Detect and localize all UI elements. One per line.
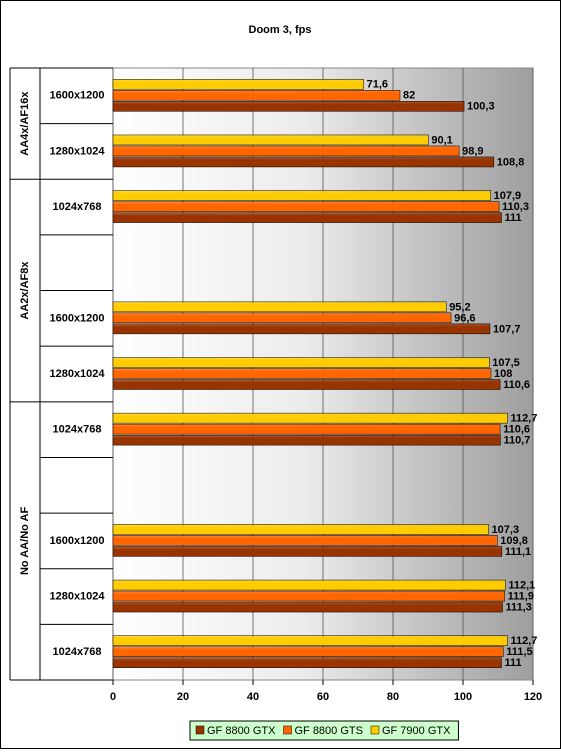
x-tick-label: 120 [524, 691, 542, 703]
value-label: 110,6 [503, 424, 530, 436]
bar [112, 423, 501, 435]
bar [112, 434, 501, 446]
bar [112, 301, 447, 313]
legend-label: GF 7900 GTX [382, 725, 451, 737]
category-label: 1600x1200 [49, 535, 104, 547]
value-label: 110,6 [503, 379, 530, 391]
value-label: 100,3 [467, 101, 495, 113]
bar [112, 212, 502, 223]
bar [112, 79, 364, 90]
value-label: 111 [505, 212, 522, 224]
x-tick-label: 80 [387, 691, 399, 703]
group-label: AA4x/AF16x [19, 91, 31, 156]
category-label: 1600x1200 [49, 312, 104, 324]
bar [112, 635, 508, 646]
legend-swatch [283, 725, 292, 735]
chart-title: Doom 3, fps [249, 24, 312, 36]
value-label: 111 [505, 657, 522, 669]
value-label: 111,9 [508, 590, 534, 602]
value-label: 98,9 [462, 145, 483, 157]
category-label: 1024x768 [53, 646, 102, 658]
legend [189, 720, 459, 741]
bar [112, 101, 465, 112]
category-label: 1280x1024 [49, 590, 105, 602]
legend-swatch [370, 725, 380, 735]
value-label: 82 [403, 90, 415, 102]
bar [112, 134, 429, 146]
bar [112, 646, 504, 657]
bar [112, 201, 500, 212]
bar [112, 412, 508, 424]
value-label: 107,3 [492, 524, 520, 536]
x-tick-label: 20 [177, 691, 189, 703]
category-label: 1280x1024 [49, 368, 105, 380]
value-label: 112,7 [510, 635, 537, 647]
x-tick-label: 0 [110, 691, 116, 703]
category-label: 1024x768 [53, 201, 102, 213]
legend-label: GF 8800 GTX [207, 725, 276, 737]
category-label: 1600x1200 [49, 90, 104, 102]
bar [112, 190, 491, 201]
bar [112, 379, 501, 390]
legend-swatch [195, 725, 205, 735]
group-label: AA2x/AF8x [19, 261, 31, 320]
x-tick-label: 100 [454, 691, 472, 703]
value-label: 108,8 [497, 156, 525, 168]
bar [112, 90, 401, 101]
value-label: 108 [494, 368, 512, 380]
bar [112, 524, 489, 535]
value-label: 111,1 [505, 546, 531, 558]
group-label: No AA/No AF [19, 507, 31, 576]
category-label: 1024x768 [53, 424, 102, 436]
value-label: 90,1 [431, 134, 452, 146]
bar [112, 601, 503, 613]
bar [112, 579, 506, 591]
value-label: 110,7 [503, 435, 530, 447]
value-label: 110,3 [502, 201, 529, 213]
legend-label: GF 8800 GTS [294, 725, 362, 737]
bar [112, 368, 492, 379]
bar [112, 145, 460, 157]
value-label: 109,8 [500, 535, 528, 547]
bar [112, 590, 505, 602]
value-label: 71,6 [367, 79, 388, 91]
value-label: 107,7 [493, 323, 521, 335]
value-label: 107,5 [492, 357, 520, 369]
value-label: 112,7 [510, 413, 537, 425]
value-label: 95,2 [449, 301, 470, 313]
value-label: 112,1 [508, 579, 535, 591]
value-label: 111,3 [506, 601, 532, 613]
value-label: 107,9 [494, 190, 522, 202]
value-label: 96,6 [454, 312, 475, 324]
value-label: 111,5 [506, 646, 532, 658]
bar [112, 546, 503, 557]
bar [112, 323, 491, 335]
bar [112, 657, 502, 668]
category-label: 1280x1024 [49, 145, 105, 157]
x-tick-label: 40 [247, 691, 259, 703]
bar [112, 156, 495, 168]
bar [112, 535, 498, 546]
bar [112, 357, 490, 368]
x-tick-label: 60 [317, 691, 329, 703]
bar [112, 312, 452, 324]
